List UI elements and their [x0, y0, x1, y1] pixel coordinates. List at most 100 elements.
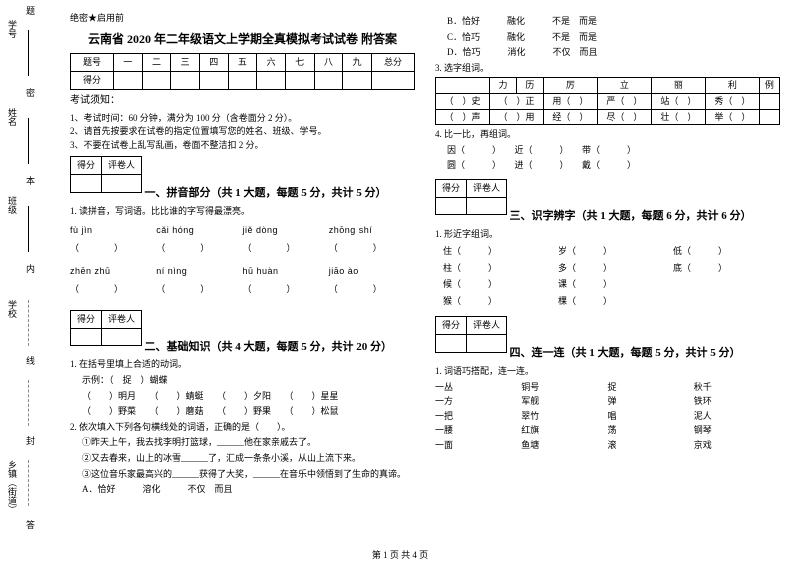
binding-margin: 题 学号 密 姓名 本 班级 内 学校 线 封 乡镇（街道） 答	[0, 0, 50, 565]
secret-label: 绝密★启用前	[70, 12, 415, 25]
answer-blank: （ ）	[329, 242, 415, 255]
margin-label-name: 姓名	[6, 108, 19, 126]
pair-cell: 底（ ）	[665, 260, 780, 277]
pair-cell: 多（ ）	[550, 260, 665, 277]
match-word: 一丛	[435, 381, 521, 394]
section-1-title: 一、拼音部分（共 1 大题，每题 5 分，共计 5 分）	[145, 188, 387, 200]
marker-label: 评卷人	[467, 317, 507, 335]
pair-cell: 柱（ ）	[435, 260, 550, 277]
match-word: 荡	[608, 424, 694, 437]
pinyin-word: zhēn zhū	[70, 265, 156, 278]
pinyin-word: jiāo ào	[329, 265, 415, 278]
pinyin-word: ní nìng	[156, 265, 242, 278]
score-entry: 得分评卷人	[70, 156, 142, 192]
pair-cell: 猴（ ）	[435, 293, 550, 310]
compare-line: 圆（ ） 进（ ） 戴（ ）	[447, 159, 780, 172]
match-word: 鱼塘	[521, 439, 607, 452]
score-cell	[113, 71, 142, 89]
margin-label-school: 学校	[6, 300, 19, 318]
score-col: 六	[257, 54, 286, 72]
pair-cell	[665, 276, 780, 293]
margin-line	[28, 380, 29, 426]
word-cell: 秀（ ）	[705, 93, 759, 109]
notice-item: 1、考试时间：60 分钟，满分为 100 分（含卷面分 2 分）。	[70, 112, 415, 125]
score-cell	[171, 71, 200, 89]
score-cell	[228, 71, 257, 89]
score-table: 题号一二三四五六七八九总分 得分	[70, 53, 415, 89]
margin-label-town: 乡镇（街道）	[6, 460, 19, 514]
score-col: 五	[228, 54, 257, 72]
match-word: 翠竹	[521, 410, 607, 423]
margin-hint: 答	[24, 520, 37, 529]
pair-cell: 住（ ）	[435, 243, 550, 260]
score-col: 三	[171, 54, 200, 72]
pinyin-word: cǎi hóng	[156, 224, 242, 237]
margin-line	[28, 206, 29, 252]
answer-blank: （ ）	[329, 283, 415, 296]
score-cell	[199, 71, 228, 89]
margin-hint: 密	[24, 88, 37, 97]
answer-blank: （ ）	[70, 242, 156, 255]
notice-item: 2、请首先按要求在试卷的指定位置填写您的姓名、班级、学号。	[70, 125, 415, 138]
sentence: ②又去春来，山上的冰雪______了，汇成一条条小溪，从山上流下来。	[82, 452, 415, 465]
section-2-title: 二、基础知识（共 4 大题，每题 5 分，共计 20 分）	[145, 341, 393, 353]
marker-label: 评卷人	[102, 157, 142, 175]
match-block: 一丛铜号捉秋千一方军舰弹铁环一把翠竹唱泥人一腰红旗荡钢琴一面鱼塘滚京戏	[435, 381, 780, 452]
match-word: 军舰	[521, 395, 607, 408]
match-word: 钢琴	[694, 424, 780, 437]
margin-line	[28, 30, 29, 76]
question: 1. 形近字组词。	[435, 228, 780, 241]
question: 1. 词语巧搭配，连一连。	[435, 365, 780, 378]
question: 3. 选字组词。	[435, 62, 780, 75]
right-column: B．恰好 融化 不是 而是 C．恰巧 融化 不是 而是 D．恰巧 消化 不仅 而…	[425, 12, 790, 565]
margin-hint: 本	[24, 176, 37, 185]
pair-cell: 候（ ）	[435, 276, 550, 293]
fill-line: （ ）野菜 （ ）蘑菇 （ ）野果 （ ）松鼠	[82, 405, 415, 418]
match-word: 弹	[608, 395, 694, 408]
section-4-title: 四、连一连（共 1 大题，每题 5 分，共计 5 分）	[510, 348, 741, 360]
notice-header: 考试须知：	[70, 94, 415, 108]
margin-hint: 内	[24, 264, 37, 273]
margin-label-class: 班级	[6, 196, 19, 214]
score-col: 二	[142, 54, 171, 72]
word-cell: 举（ ）	[705, 109, 759, 125]
match-word: 一把	[435, 410, 521, 423]
marker-label: 评卷人	[467, 179, 507, 197]
compare-line: 因（ ） 近（ ） 带（ ）	[447, 144, 780, 157]
pinyin-word: fù jìn	[70, 224, 156, 237]
score-entry: 得分评卷人	[70, 310, 142, 346]
margin-line	[28, 118, 29, 164]
answer-blank: （ ）	[70, 283, 156, 296]
pinyin-word: zhōng shí	[329, 224, 415, 237]
match-word: 铁环	[694, 395, 780, 408]
margin-label-id: 学号	[6, 20, 19, 38]
match-word: 捉	[608, 381, 694, 394]
word-cell: 用（ ）	[543, 93, 597, 109]
score-col: 题号	[71, 54, 114, 72]
word-cell: 严（ ）	[597, 93, 651, 109]
score-cell	[343, 71, 372, 89]
word-cell: 站（ ）	[651, 93, 705, 109]
score-col: 八	[314, 54, 343, 72]
question: 1. 读拼音，写词语。比比谁的字写得最漂亮。	[70, 205, 415, 218]
margin-hint: 线	[24, 356, 37, 365]
notice-item: 3、不要在试卷上乱写乱画，卷面不整洁扣 2 分。	[70, 139, 415, 152]
answer-blank: （ ）	[156, 283, 242, 296]
section-3-title: 三、识字辨字（共 1 大题，每题 6 分，共计 6 分）	[510, 210, 752, 222]
score-cell	[142, 71, 171, 89]
margin-hint: 题	[24, 6, 37, 15]
score-col: 总分	[371, 54, 414, 72]
score-cell	[257, 71, 286, 89]
score-cell	[371, 71, 414, 89]
char-cell: 历	[516, 78, 543, 94]
match-word: 一面	[435, 439, 521, 452]
option-c: C．恰巧 融化 不是 而是	[447, 31, 780, 44]
score-cell	[285, 71, 314, 89]
word-cell: 尽（ ）	[597, 109, 651, 125]
char-cell: 厉	[543, 78, 597, 94]
question: 2. 依次填入下列各句横线处的词语，正确的是（ ）。	[70, 421, 415, 434]
score-cell	[314, 71, 343, 89]
word-cell: （ ）正	[489, 93, 543, 109]
option-a: A．恰好 溶化 不仅 而且	[82, 483, 415, 496]
score-col: 四	[199, 54, 228, 72]
